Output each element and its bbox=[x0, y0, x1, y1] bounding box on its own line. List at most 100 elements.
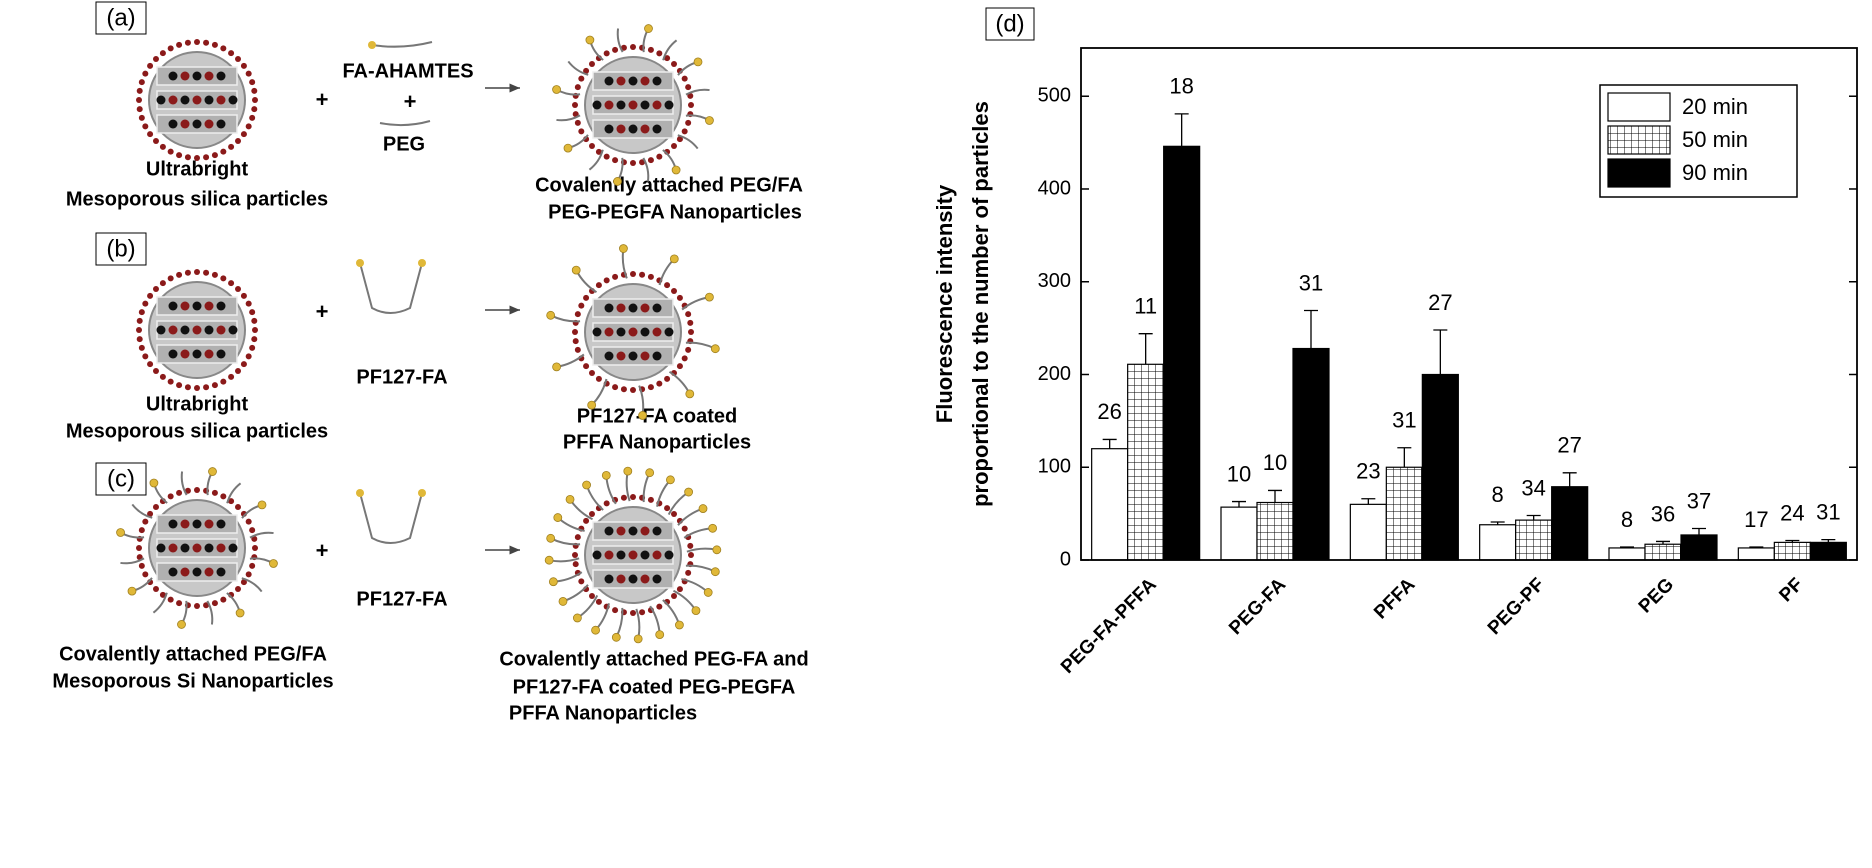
folate-head bbox=[710, 567, 720, 577]
surface-dot bbox=[159, 50, 166, 57]
pore-dot bbox=[628, 351, 638, 361]
surface-dot bbox=[583, 67, 590, 74]
pore-dot bbox=[652, 574, 662, 584]
folate-head bbox=[666, 475, 675, 485]
bar bbox=[1163, 145, 1201, 561]
y-tick-label: 0 bbox=[1060, 548, 1071, 570]
reagent: FA-AHAMTES bbox=[342, 60, 473, 82]
pore-dot bbox=[180, 543, 190, 553]
surface-dot bbox=[583, 363, 590, 370]
pore-dot bbox=[616, 327, 626, 337]
surface-dot bbox=[588, 370, 595, 377]
folate-head bbox=[552, 362, 561, 372]
data-label: 17 bbox=[1744, 507, 1768, 532]
pore-dot bbox=[628, 124, 638, 134]
data-label: 31 bbox=[1392, 408, 1416, 433]
surface-dot bbox=[647, 157, 654, 164]
panel-label-box bbox=[985, 7, 1035, 41]
dye-dot bbox=[616, 76, 626, 86]
surface-dot bbox=[245, 571, 252, 578]
surface-dot bbox=[612, 384, 619, 391]
polymer-strand bbox=[588, 149, 604, 171]
dye-dot bbox=[180, 119, 190, 129]
legend-swatch bbox=[1607, 125, 1671, 155]
pore-dot bbox=[604, 76, 614, 86]
surface-dot bbox=[688, 102, 694, 108]
surface-dot bbox=[656, 50, 663, 57]
pore-dot bbox=[168, 71, 178, 81]
caption: Covalently attached PEG-FA and bbox=[499, 648, 808, 670]
folate-head bbox=[585, 35, 595, 45]
surface-dot bbox=[612, 607, 619, 614]
surface-dot bbox=[152, 138, 159, 145]
surface-dot bbox=[138, 562, 145, 569]
folate-head bbox=[418, 259, 426, 267]
surface-dot bbox=[194, 487, 200, 493]
surface-dot bbox=[184, 39, 191, 46]
pore-dot bbox=[156, 95, 166, 105]
pore-dot bbox=[204, 95, 214, 105]
folate-head bbox=[611, 632, 621, 642]
bar-chart: 0 100 200 300 400 500 Fluorescence intensity pr… bbox=[932, 47, 1858, 678]
legend-swatch bbox=[1607, 158, 1671, 188]
x-tick-label: PEG bbox=[1635, 574, 1678, 617]
surface-dot bbox=[220, 493, 227, 500]
surface-dot bbox=[147, 62, 154, 69]
surface-dot bbox=[136, 554, 143, 561]
surface-dot bbox=[249, 309, 256, 316]
surface-dot bbox=[676, 136, 683, 143]
polymer-strand bbox=[667, 491, 690, 515]
surface-dot bbox=[147, 292, 154, 299]
data-label: 8 bbox=[1492, 482, 1504, 507]
legend-label: 50 min bbox=[1682, 127, 1748, 152]
data-label: 36 bbox=[1651, 501, 1675, 526]
pore-dot bbox=[664, 327, 674, 337]
surface-dot bbox=[240, 131, 247, 138]
pore-dot bbox=[204, 325, 214, 335]
caption: Covalently attached PEG/FA bbox=[535, 174, 803, 196]
surface-dot bbox=[574, 119, 581, 126]
plus: + bbox=[404, 89, 417, 114]
dye-dot bbox=[652, 550, 662, 560]
bar bbox=[1608, 547, 1646, 561]
pore-dot bbox=[664, 550, 674, 560]
error-bar bbox=[1821, 538, 1836, 543]
surface-dot bbox=[620, 494, 627, 501]
surface-dot bbox=[595, 282, 602, 289]
dye-dot bbox=[616, 124, 626, 134]
caption: Ultrabright bbox=[146, 158, 249, 180]
data-label: 18 bbox=[1169, 74, 1193, 99]
pore-dot bbox=[168, 119, 178, 129]
surface-dot bbox=[138, 344, 145, 351]
surface-dot bbox=[685, 346, 692, 353]
pore-dot bbox=[192, 519, 202, 529]
polymer-strand bbox=[131, 503, 153, 519]
data-label: 10 bbox=[1263, 450, 1287, 475]
folate-head bbox=[712, 545, 722, 555]
data-label: 24 bbox=[1780, 500, 1804, 525]
error-bar bbox=[1749, 546, 1764, 548]
caption: PF127-FA coated PEG-PEGFA bbox=[513, 676, 796, 698]
polymer-strand bbox=[379, 120, 431, 127]
particle bbox=[546, 244, 720, 420]
surface-dot bbox=[583, 294, 590, 301]
pore-dot bbox=[168, 301, 178, 311]
polymer-strand bbox=[685, 564, 716, 573]
surface-dot bbox=[142, 300, 149, 307]
surface-dot bbox=[147, 510, 154, 517]
bar bbox=[1737, 547, 1775, 561]
y-tick-label: 100 bbox=[1038, 456, 1071, 478]
surface-dot bbox=[159, 373, 166, 380]
pore-dot bbox=[628, 303, 638, 313]
pore-dot bbox=[228, 325, 238, 335]
folate-head bbox=[127, 586, 137, 596]
pore-dot bbox=[192, 301, 202, 311]
pore-dot bbox=[604, 574, 614, 584]
bar bbox=[1385, 466, 1423, 561]
pore-dot bbox=[592, 100, 602, 110]
surface-dot bbox=[159, 143, 166, 150]
dye-dot bbox=[640, 526, 650, 536]
surface-dot bbox=[176, 600, 183, 607]
panel-label: (c) bbox=[107, 465, 135, 492]
folate-head bbox=[655, 630, 665, 640]
